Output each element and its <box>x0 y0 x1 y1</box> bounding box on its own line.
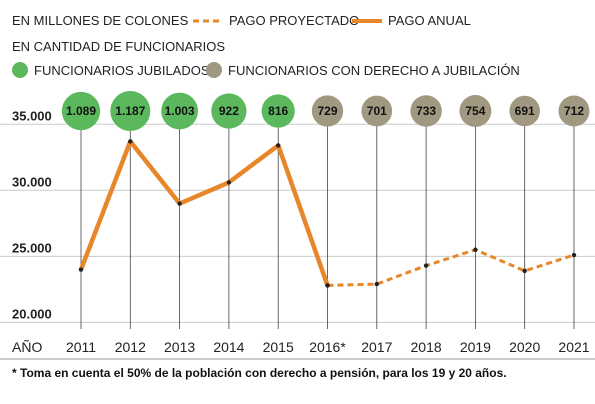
y-tick-label: 20.000 <box>12 306 52 321</box>
legend-annual-label: PAGO ANUAL <box>388 13 471 28</box>
x-tick-layer: AÑO 2011 2012 2013 2014 2015 2016* 2017 2018 2019… <box>12 339 590 355</box>
x-tick-label: 2021 <box>558 339 589 355</box>
retired-employees-circle <box>61 91 101 131</box>
grid-layer <box>0 123 595 323</box>
data-point <box>78 267 84 272</box>
employee-circle-layer: 1.089 1.187 1.003 922 816 729 701 733 754 691 712 <box>61 91 590 131</box>
employee-count-label: 816 <box>268 104 288 118</box>
y-tick-label: 35.000 <box>12 108 52 123</box>
x-tick-label: 2011 <box>66 339 96 355</box>
retired-employees-circle <box>110 91 151 131</box>
employee-count-label: 733 <box>416 104 436 118</box>
data-point <box>571 252 577 258</box>
eligible-employees-circle <box>459 95 492 127</box>
employee-count-label: 712 <box>564 104 584 118</box>
data-point <box>522 268 527 274</box>
legend-units-label: EN MILLONES DE COLONES <box>12 13 189 28</box>
employee-count-label: 701 <box>367 104 387 118</box>
legend-retired-label: FUNCIONARIOS JUBILADOS <box>34 63 210 78</box>
y-tick-label: 25.000 <box>12 240 52 255</box>
point-layer <box>78 139 577 288</box>
employee-count-label: 691 <box>515 104 535 118</box>
x-tick-label: 2019 <box>460 339 491 355</box>
y-tick-label: 30.000 <box>12 174 52 189</box>
eligible-employees-circle <box>410 95 442 127</box>
eligible-employees-circle <box>558 95 590 127</box>
data-point <box>423 263 429 268</box>
data-point <box>276 143 281 148</box>
footnote: * Toma en cuenta el 50% de la población … <box>12 366 507 380</box>
data-point <box>177 201 182 206</box>
employee-count-label: 729 <box>317 104 337 118</box>
legend-projected-label: PAGO PROYECTADO <box>229 13 359 28</box>
series-layer <box>78 139 575 287</box>
data-point <box>325 283 330 288</box>
employee-count-label: 1.003 <box>165 104 195 118</box>
employee-count-label: 1.089 <box>66 104 96 118</box>
x-tick-label: 2016* <box>309 339 346 355</box>
legend-eligible-label: FUNCIONARIOS CON DERECHO A JUBILACIÓN <box>228 63 520 78</box>
x-tick-label: 2015 <box>263 339 294 355</box>
x-tick-label: 2018 <box>411 339 442 355</box>
retired-employees-circle <box>211 93 247 129</box>
projected-payment-line <box>327 248 575 287</box>
data-point <box>473 247 478 252</box>
eligible-employees-circle <box>311 95 344 127</box>
eligible-employees-circle <box>509 95 540 127</box>
retired-employees-circle <box>261 94 295 128</box>
employee-count-label: 754 <box>465 104 485 118</box>
data-point <box>226 180 232 185</box>
x-tick-label: 2014 <box>213 339 244 355</box>
y-tick-layer: 35.000 30.000 25.000 20.000 <box>12 108 52 321</box>
annual-payment-line <box>78 139 330 287</box>
legend-count-units-label: EN CANTIDAD DE FUNCIONARIOS <box>12 39 225 54</box>
stem-layer <box>80 111 575 329</box>
eligible-employees-circle <box>361 95 393 127</box>
retired-employees-circle <box>161 92 198 130</box>
x-tick-label: 2017 <box>361 339 392 355</box>
legend-eligible-swatch <box>206 62 222 78</box>
x-axis-header: AÑO <box>12 339 42 355</box>
data-point <box>374 281 379 287</box>
legend-retired-swatch <box>12 62 28 78</box>
data-point <box>128 139 133 144</box>
x-tick-label: 2020 <box>509 339 540 355</box>
employee-count-label: 922 <box>219 104 239 118</box>
x-tick-label: 2012 <box>115 339 146 355</box>
employee-count-label: 1.187 <box>115 104 145 118</box>
x-tick-label: 2013 <box>164 339 195 355</box>
